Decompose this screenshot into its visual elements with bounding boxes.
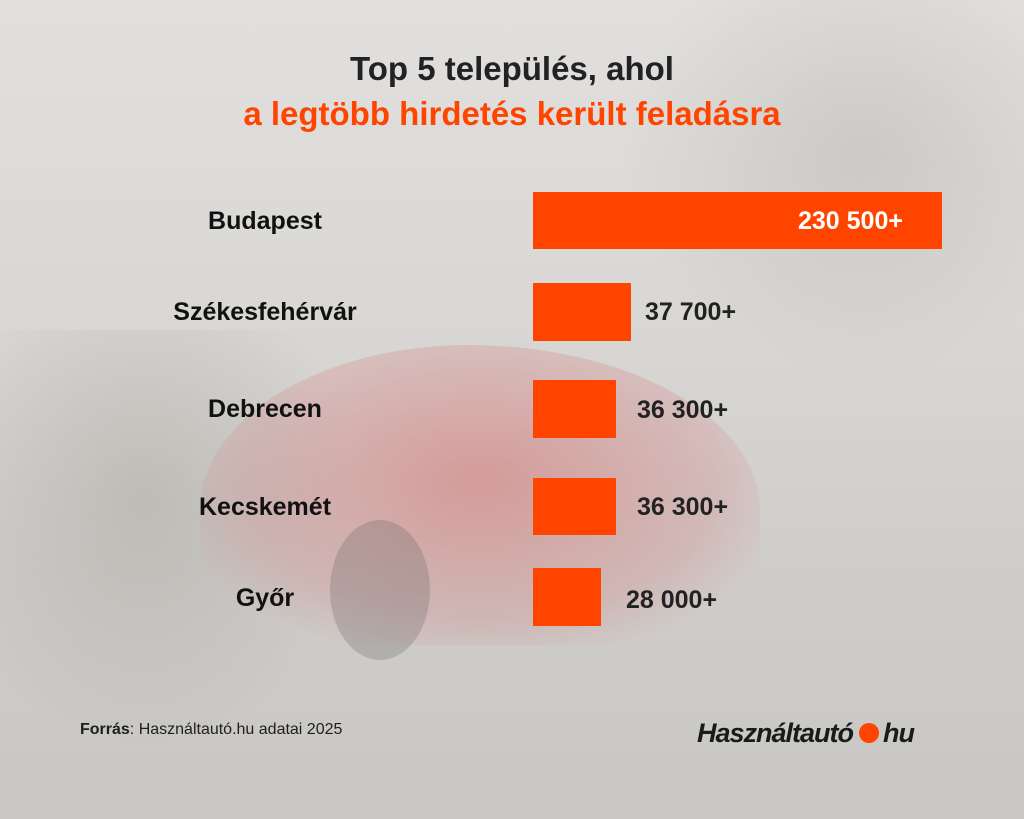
title-line-2: a legtöbb hirdetés került feladásra — [243, 95, 781, 132]
chart-title: Top 5 település, ahol a legtöbb hirdetés… — [0, 46, 1024, 136]
bar-budapest — [533, 192, 942, 249]
value-label: 230 500+ — [798, 207, 903, 235]
bar-kecskemet — [533, 478, 616, 535]
category-label: Székesfehérvár — [173, 298, 357, 326]
bar-szekesfehervar — [533, 283, 631, 341]
source-note: Forrás: Használtautó.hu adatai 2025 — [80, 721, 342, 739]
value-label: 28 000+ — [626, 586, 718, 614]
logo-text-right: hu — [883, 717, 915, 748]
bar-debrecen — [533, 380, 616, 438]
logo-dot-icon — [859, 723, 880, 743]
value-label: 36 300+ — [637, 396, 729, 424]
category-label: Debrecen — [208, 395, 322, 423]
category-label: Győr — [235, 584, 295, 612]
value-label: 37 700+ — [645, 298, 737, 326]
source-text: : Használtautó.hu adatai 2025 — [129, 721, 343, 738]
bar-gyor — [533, 568, 601, 626]
value-label: 36 300+ — [637, 493, 729, 521]
title-line-1: Top 5 település, ahol — [350, 50, 674, 87]
source-label: Forrás — [80, 721, 130, 738]
car-silhouette — [200, 345, 760, 645]
brand-logo: Használtautó hu — [697, 716, 915, 750]
category-label: Kecskemét — [198, 493, 332, 521]
category-label: Budapest — [208, 207, 322, 235]
logo-text-left: Használtautó — [697, 717, 854, 748]
